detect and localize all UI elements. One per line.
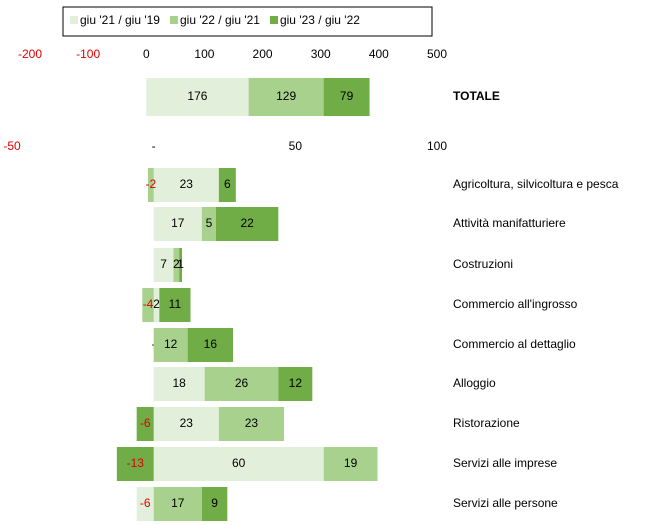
data-label: 18	[172, 376, 186, 390]
bar-segment	[187, 328, 233, 362]
bar-segment	[142, 288, 154, 322]
bar-segment	[278, 367, 313, 401]
category-label: TOTALE	[453, 89, 500, 103]
x-tick-label: -200	[18, 47, 42, 61]
category-label: Attività manifatturiere	[453, 216, 566, 230]
bar-segment	[116, 447, 154, 481]
bar-segment	[153, 248, 174, 282]
category-label: Servizi alle persone	[453, 496, 558, 510]
bar-segment	[323, 78, 370, 116]
data-label: -2	[145, 177, 156, 191]
data-label: 5	[206, 216, 213, 230]
bar-segment	[216, 207, 279, 241]
legend-label: giu '21 / giu '19	[80, 13, 160, 27]
category-label: Commercio all'ingrosso	[453, 297, 578, 311]
data-label: 11	[169, 297, 182, 311]
bar-segment	[153, 367, 205, 401]
x-tick-label: 300	[311, 47, 331, 61]
data-label: 176	[187, 89, 207, 103]
category-label: Servizi alle imprese	[453, 456, 557, 470]
data-label: 22	[240, 216, 254, 230]
data-label: 79	[340, 89, 354, 103]
data-label: 1	[177, 257, 184, 271]
x-tick-label: 100	[427, 139, 447, 153]
legend-swatch	[70, 16, 78, 24]
bar-segment	[218, 168, 236, 202]
legend-swatch	[269, 16, 278, 24]
bar-segment	[153, 487, 202, 521]
data-label: -6	[140, 496, 151, 510]
data-label: 12	[289, 376, 303, 390]
data-label: 7	[160, 257, 167, 271]
bar-segment	[146, 78, 249, 116]
legend-label: giu '22 / giu '21	[180, 13, 260, 27]
data-label: 2	[153, 297, 160, 311]
x-tick-label: -50	[3, 139, 21, 153]
bar-segment	[153, 288, 160, 322]
bar-segment	[148, 168, 154, 202]
x-tick-label: -	[152, 139, 156, 153]
bar-segment	[159, 288, 191, 322]
x-tick-label: -100	[76, 47, 100, 61]
data-label: 60	[232, 456, 246, 470]
x-tick-label: 200	[253, 47, 273, 61]
bar-segment	[173, 248, 180, 282]
data-label: 23	[180, 177, 194, 191]
bar-segment	[218, 407, 284, 441]
data-label: 2	[173, 257, 180, 271]
data-label: -13	[127, 456, 145, 470]
bar-segment	[153, 328, 188, 362]
bar-segment	[153, 447, 324, 481]
bar-segment	[248, 78, 324, 116]
bar-segment	[136, 487, 154, 521]
x-tick-label: 100	[194, 47, 214, 61]
legend-box	[62, 6, 433, 37]
data-label: 6	[224, 177, 231, 191]
x-tick-label: 500	[427, 47, 447, 61]
category-label: Commercio al dettaglio	[453, 337, 576, 351]
data-label: 23	[180, 416, 194, 430]
data-label: 9	[211, 496, 218, 510]
data-label: 17	[171, 216, 185, 230]
category-label: Agricoltura, silvicoltura e pesca	[453, 177, 619, 191]
bar-segment	[153, 207, 202, 241]
bar-segment	[201, 487, 228, 521]
data-label: -6	[140, 416, 151, 430]
data-label: 17	[171, 496, 185, 510]
data-label: 12	[164, 337, 178, 351]
bar-segment	[136, 407, 154, 441]
category-label: Alloggio	[453, 376, 496, 390]
data-label: 16	[204, 337, 218, 351]
legend-swatch	[169, 16, 178, 24]
category-label: Ristorazione	[453, 416, 520, 430]
legend-label: giu '23 / giu '22	[280, 13, 360, 27]
x-tick-label: 400	[369, 47, 389, 61]
bar-segment	[204, 367, 279, 401]
bar-segment	[153, 168, 219, 202]
x-tick-label: 50	[289, 139, 303, 153]
data-label: 129	[276, 89, 296, 103]
data-label: 26	[235, 376, 249, 390]
bar-segment	[179, 248, 182, 282]
bar-segment	[201, 207, 216, 241]
bar-segment	[153, 407, 219, 441]
bar-segment	[323, 447, 378, 481]
data-label: 19	[344, 456, 358, 470]
category-label: Costruzioni	[453, 257, 513, 271]
x-tick-label: 0	[143, 47, 150, 61]
data-label: 23	[245, 416, 259, 430]
data-label: -4	[143, 297, 154, 311]
